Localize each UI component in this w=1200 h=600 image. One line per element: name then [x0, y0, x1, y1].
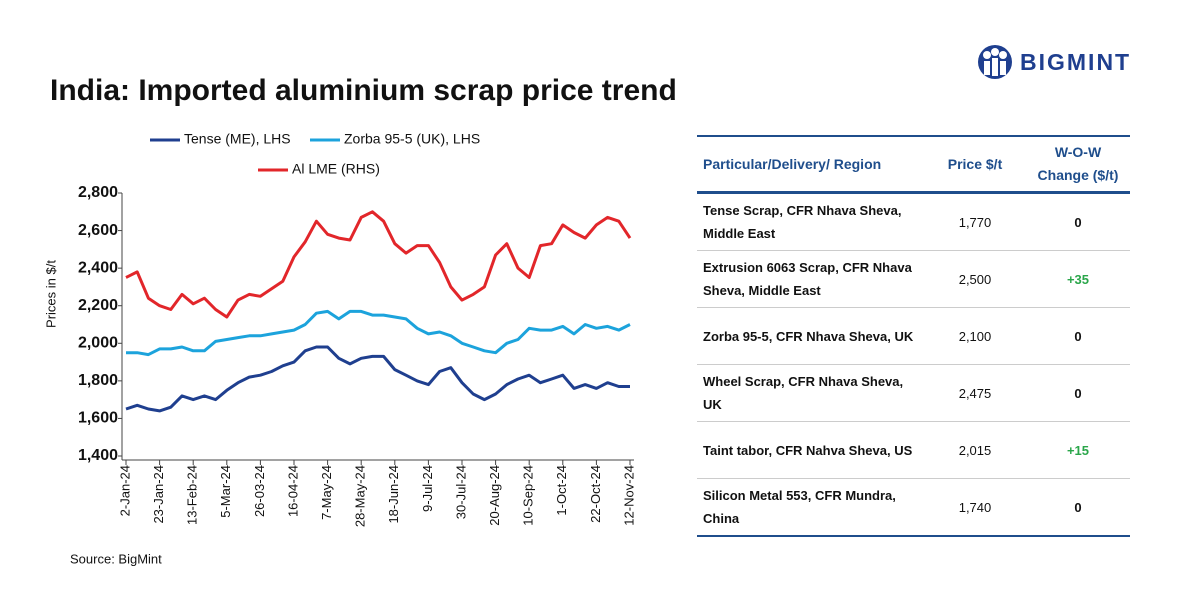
table-cell: 1,740: [924, 478, 1026, 537]
table-row: Tense Scrap, CFR Nhava Sheva, Middle Eas…: [697, 192, 1130, 251]
series-line: [125, 210, 632, 319]
x-tick-label: 13-Feb-24: [185, 465, 200, 525]
logo: [978, 45, 1012, 79]
x-tick-label: 20-Aug-24: [487, 465, 502, 526]
table-cell: 1,770: [924, 192, 1026, 251]
table-row: Zorba 95-5, CFR Nhava Sheva, UK 2,100 0: [697, 307, 1130, 365]
header-cell: W-O-W Change ($/t): [1026, 135, 1130, 194]
table-cell: 2,100: [924, 307, 1026, 365]
legend-label: Al LME (RHS): [292, 161, 380, 177]
series-line: [126, 309, 631, 357]
x-tick-label: 9-Jul-24: [420, 465, 435, 512]
x-tick-label: 30-Jul-24: [453, 465, 468, 519]
legend-label: Tense (ME), LHS: [184, 131, 291, 147]
y-tick-label: 2,400: [78, 259, 118, 276]
table-row: Extrusion 6063 Scrap, CFR Nhava Sheva, M…: [697, 250, 1130, 308]
x-tick-label: 1-Oct-24: [554, 465, 569, 516]
table-row: Silicon Metal 553, CFR Mundra, China 1,74…: [697, 478, 1130, 537]
y-tick-label: 2,600: [78, 222, 118, 239]
header-cell: Particular/Delivery/ Region: [697, 135, 924, 194]
x-tick-label: 5-Mar-24: [218, 465, 233, 518]
y-tick-label: 1,800: [78, 372, 118, 389]
source: Source: BigMint: [70, 551, 162, 566]
x-tick-label: 23-Jan-24: [151, 465, 166, 524]
table-cell: 0: [1026, 307, 1130, 365]
x-tick-label: 12-Nov-24: [621, 465, 636, 526]
table-cell: +35: [1026, 250, 1130, 308]
table-cell: Taint tabor, CFR Nahva Sheva, US: [697, 421, 924, 479]
table-cell: Silicon Metal 553, CFR Mundra, China: [697, 478, 924, 537]
series-line: [125, 345, 630, 413]
brand: BIGMINT: [1020, 49, 1131, 75]
table-cell: Tense Scrap, CFR Nhava Sheva, Middle Eas…: [697, 192, 924, 251]
table-cell: Wheel Scrap, CFR Nhava Sheva, UK: [697, 364, 924, 422]
x-tick-label: 26-03-24: [252, 465, 267, 517]
y-tick-label: 2,800: [78, 184, 118, 201]
legend-label: Zorba 95-5 (UK), LHS: [344, 131, 480, 147]
table-row: Wheel Scrap, CFR Nhava Sheva, UK 2,475 0: [697, 364, 1130, 422]
x-tick-label: 16-04-24: [285, 465, 300, 517]
table-cell: 2,475: [924, 364, 1026, 422]
y-tick-label: 2,000: [78, 335, 118, 352]
x-tick-label: 10-Sep-24: [521, 465, 536, 526]
y-tick-label: 1,600: [78, 410, 118, 427]
x-tick-label: 28-May-24: [353, 465, 368, 527]
x-tick-label: 7-May-24: [319, 465, 334, 520]
header-cell: Price $/t: [924, 135, 1026, 194]
header-row: Particular/Delivery/ Region Price $/t W-O-…: [697, 135, 1130, 194]
chart-title: India: Imported aluminium scrap price tr…: [50, 74, 677, 107]
table-cell: Extrusion 6063 Scrap, CFR Nhava Sheva, M…: [697, 250, 924, 308]
y-axis-label: Prices in $/t: [43, 260, 58, 328]
x-tick-label: 2-Jan-24: [117, 465, 132, 516]
price-table: Particular/Delivery/ Region Price $/t W-O-…: [697, 135, 1130, 537]
x-tick-label: 22-Oct-24: [588, 465, 603, 523]
table-cell: Zorba 95-5, CFR Nhava Sheva, UK: [697, 307, 924, 365]
y-tick-label: 1,400: [78, 447, 118, 464]
table-cell: 0: [1026, 478, 1130, 537]
table-row: Taint tabor, CFR Nahva Sheva, US 2,015 +15: [697, 421, 1130, 479]
x-tick-label: 18-Jun-24: [386, 465, 401, 524]
y-tick-label: 2,200: [78, 297, 118, 314]
table-cell: 0: [1026, 364, 1130, 422]
table-cell: 0: [1026, 192, 1130, 251]
table-cell: 2,015: [924, 421, 1026, 479]
table-cell: +15: [1026, 421, 1130, 479]
table-cell: 2,500: [924, 250, 1026, 308]
